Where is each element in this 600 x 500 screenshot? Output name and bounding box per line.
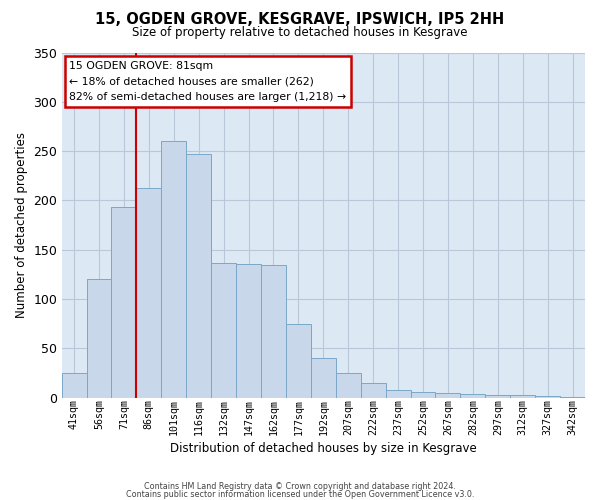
Bar: [336, 373, 361, 398]
Text: Contains public sector information licensed under the Open Government Licence v3: Contains public sector information licen…: [126, 490, 474, 499]
Bar: [410, 392, 436, 398]
Bar: [436, 392, 460, 398]
Bar: [161, 142, 186, 398]
Bar: [236, 264, 261, 398]
Text: Size of property relative to detached houses in Kesgrave: Size of property relative to detached ho…: [132, 26, 468, 39]
Bar: [186, 154, 211, 398]
Bar: [460, 394, 485, 398]
Bar: [261, 264, 286, 398]
Bar: [311, 358, 336, 398]
Bar: [485, 394, 510, 398]
Bar: [535, 396, 560, 398]
Y-axis label: Number of detached properties: Number of detached properties: [15, 132, 28, 318]
Bar: [211, 262, 236, 398]
Bar: [62, 373, 86, 398]
Bar: [386, 390, 410, 398]
Text: Contains HM Land Registry data © Crown copyright and database right 2024.: Contains HM Land Registry data © Crown c…: [144, 482, 456, 491]
Text: 15, OGDEN GROVE, KESGRAVE, IPSWICH, IP5 2HH: 15, OGDEN GROVE, KESGRAVE, IPSWICH, IP5 …: [95, 12, 505, 28]
Bar: [510, 394, 535, 398]
X-axis label: Distribution of detached houses by size in Kesgrave: Distribution of detached houses by size …: [170, 442, 476, 455]
Bar: [86, 280, 112, 398]
Bar: [361, 383, 386, 398]
Bar: [286, 324, 311, 398]
Bar: [112, 208, 136, 398]
Text: 15 OGDEN GROVE: 81sqm
← 18% of detached houses are smaller (262)
82% of semi-det: 15 OGDEN GROVE: 81sqm ← 18% of detached …: [70, 61, 347, 102]
Bar: [560, 396, 585, 398]
Bar: [136, 188, 161, 398]
